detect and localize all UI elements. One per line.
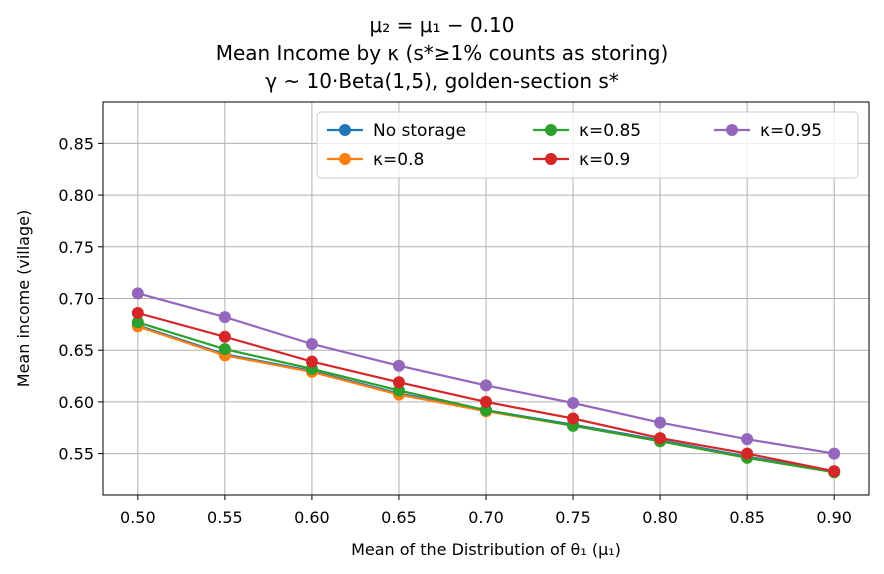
x-tick-label: 0.80: [642, 508, 678, 527]
data-point: [828, 465, 841, 478]
data-point: [392, 376, 405, 389]
legend-marker: [726, 124, 738, 136]
data-point: [131, 316, 144, 329]
data-point: [305, 338, 318, 351]
data-point: [480, 395, 492, 408]
legend-label: No storage: [373, 121, 466, 141]
x-tick-label: 0.75: [555, 508, 591, 527]
legend-item: No storage: [327, 121, 466, 141]
legend-label: κ=0.85: [579, 121, 641, 141]
axis-ticks: 0.50 0.55 0.60 0.65 0.70 0.75 0.80 0.85 0.90 0.55…: [58, 134, 852, 527]
legend-item: κ=0.85: [533, 121, 641, 141]
legend: No storage κ=0.8 κ=0.85 κ=0.9 κ=0.95: [316, 111, 859, 179]
data-point: [480, 404, 492, 417]
x-tick-label: 0.55: [207, 508, 243, 527]
legend-box: [316, 111, 859, 179]
legend-item: κ=0.8: [327, 150, 424, 170]
data-point: [567, 412, 580, 425]
series-κ=0.9: [131, 306, 841, 478]
data-point: [305, 355, 318, 368]
legend-marker: [545, 153, 557, 165]
y-tick-label: 0.55: [58, 445, 94, 464]
data-point: [654, 416, 667, 429]
chart-title-line-1: μ₂ = μ₁ − 0.10: [369, 13, 515, 37]
data-point: [218, 311, 231, 324]
y-tick-label: 0.80: [58, 186, 94, 205]
legend-marker: [545, 124, 557, 136]
data-point: [392, 384, 405, 397]
data-point: [218, 343, 231, 356]
data-point: [218, 330, 231, 343]
y-tick-label: 0.75: [58, 238, 94, 257]
data-point: [741, 447, 754, 460]
data-point: [828, 447, 841, 460]
chart-title-line-2: Mean Income by κ (s*≥1% counts as storin…: [215, 41, 669, 65]
legend-label: κ=0.95: [760, 121, 822, 141]
x-tick-label: 0.50: [120, 508, 156, 527]
legend-marker: [339, 124, 351, 136]
y-tick-label: 0.85: [58, 134, 94, 153]
chart-title-line-3: γ ~ 10·Beta(1,5), golden-section s*: [265, 69, 619, 93]
x-tick-label: 0.60: [294, 508, 330, 527]
legend-item: κ=0.95: [714, 121, 822, 141]
x-tick-label: 0.90: [816, 508, 852, 527]
legend-label: κ=0.8: [373, 150, 424, 170]
data-point: [480, 379, 492, 392]
legend-item: κ=0.9: [533, 150, 630, 170]
y-axis-label: Mean income (village): [14, 210, 33, 387]
legend-label: κ=0.9: [579, 150, 630, 170]
data-point: [131, 306, 144, 319]
x-tick-label: 0.65: [381, 508, 417, 527]
data-point: [654, 432, 667, 445]
series-κ=0.95: [131, 287, 841, 460]
y-tick-label: 0.60: [58, 393, 94, 412]
data-point: [567, 396, 580, 409]
series-layer: [131, 287, 841, 479]
data-point: [392, 359, 405, 372]
y-tick-label: 0.70: [58, 290, 94, 309]
x-tick-label: 0.70: [468, 508, 504, 527]
x-tick-label: 0.85: [729, 508, 765, 527]
legend-marker: [339, 153, 351, 165]
data-point: [131, 287, 144, 300]
x-axis-label: Mean of the Distribution of θ₁ (μ₁): [351, 540, 621, 559]
y-tick-label: 0.65: [58, 341, 94, 360]
data-point: [741, 433, 754, 446]
